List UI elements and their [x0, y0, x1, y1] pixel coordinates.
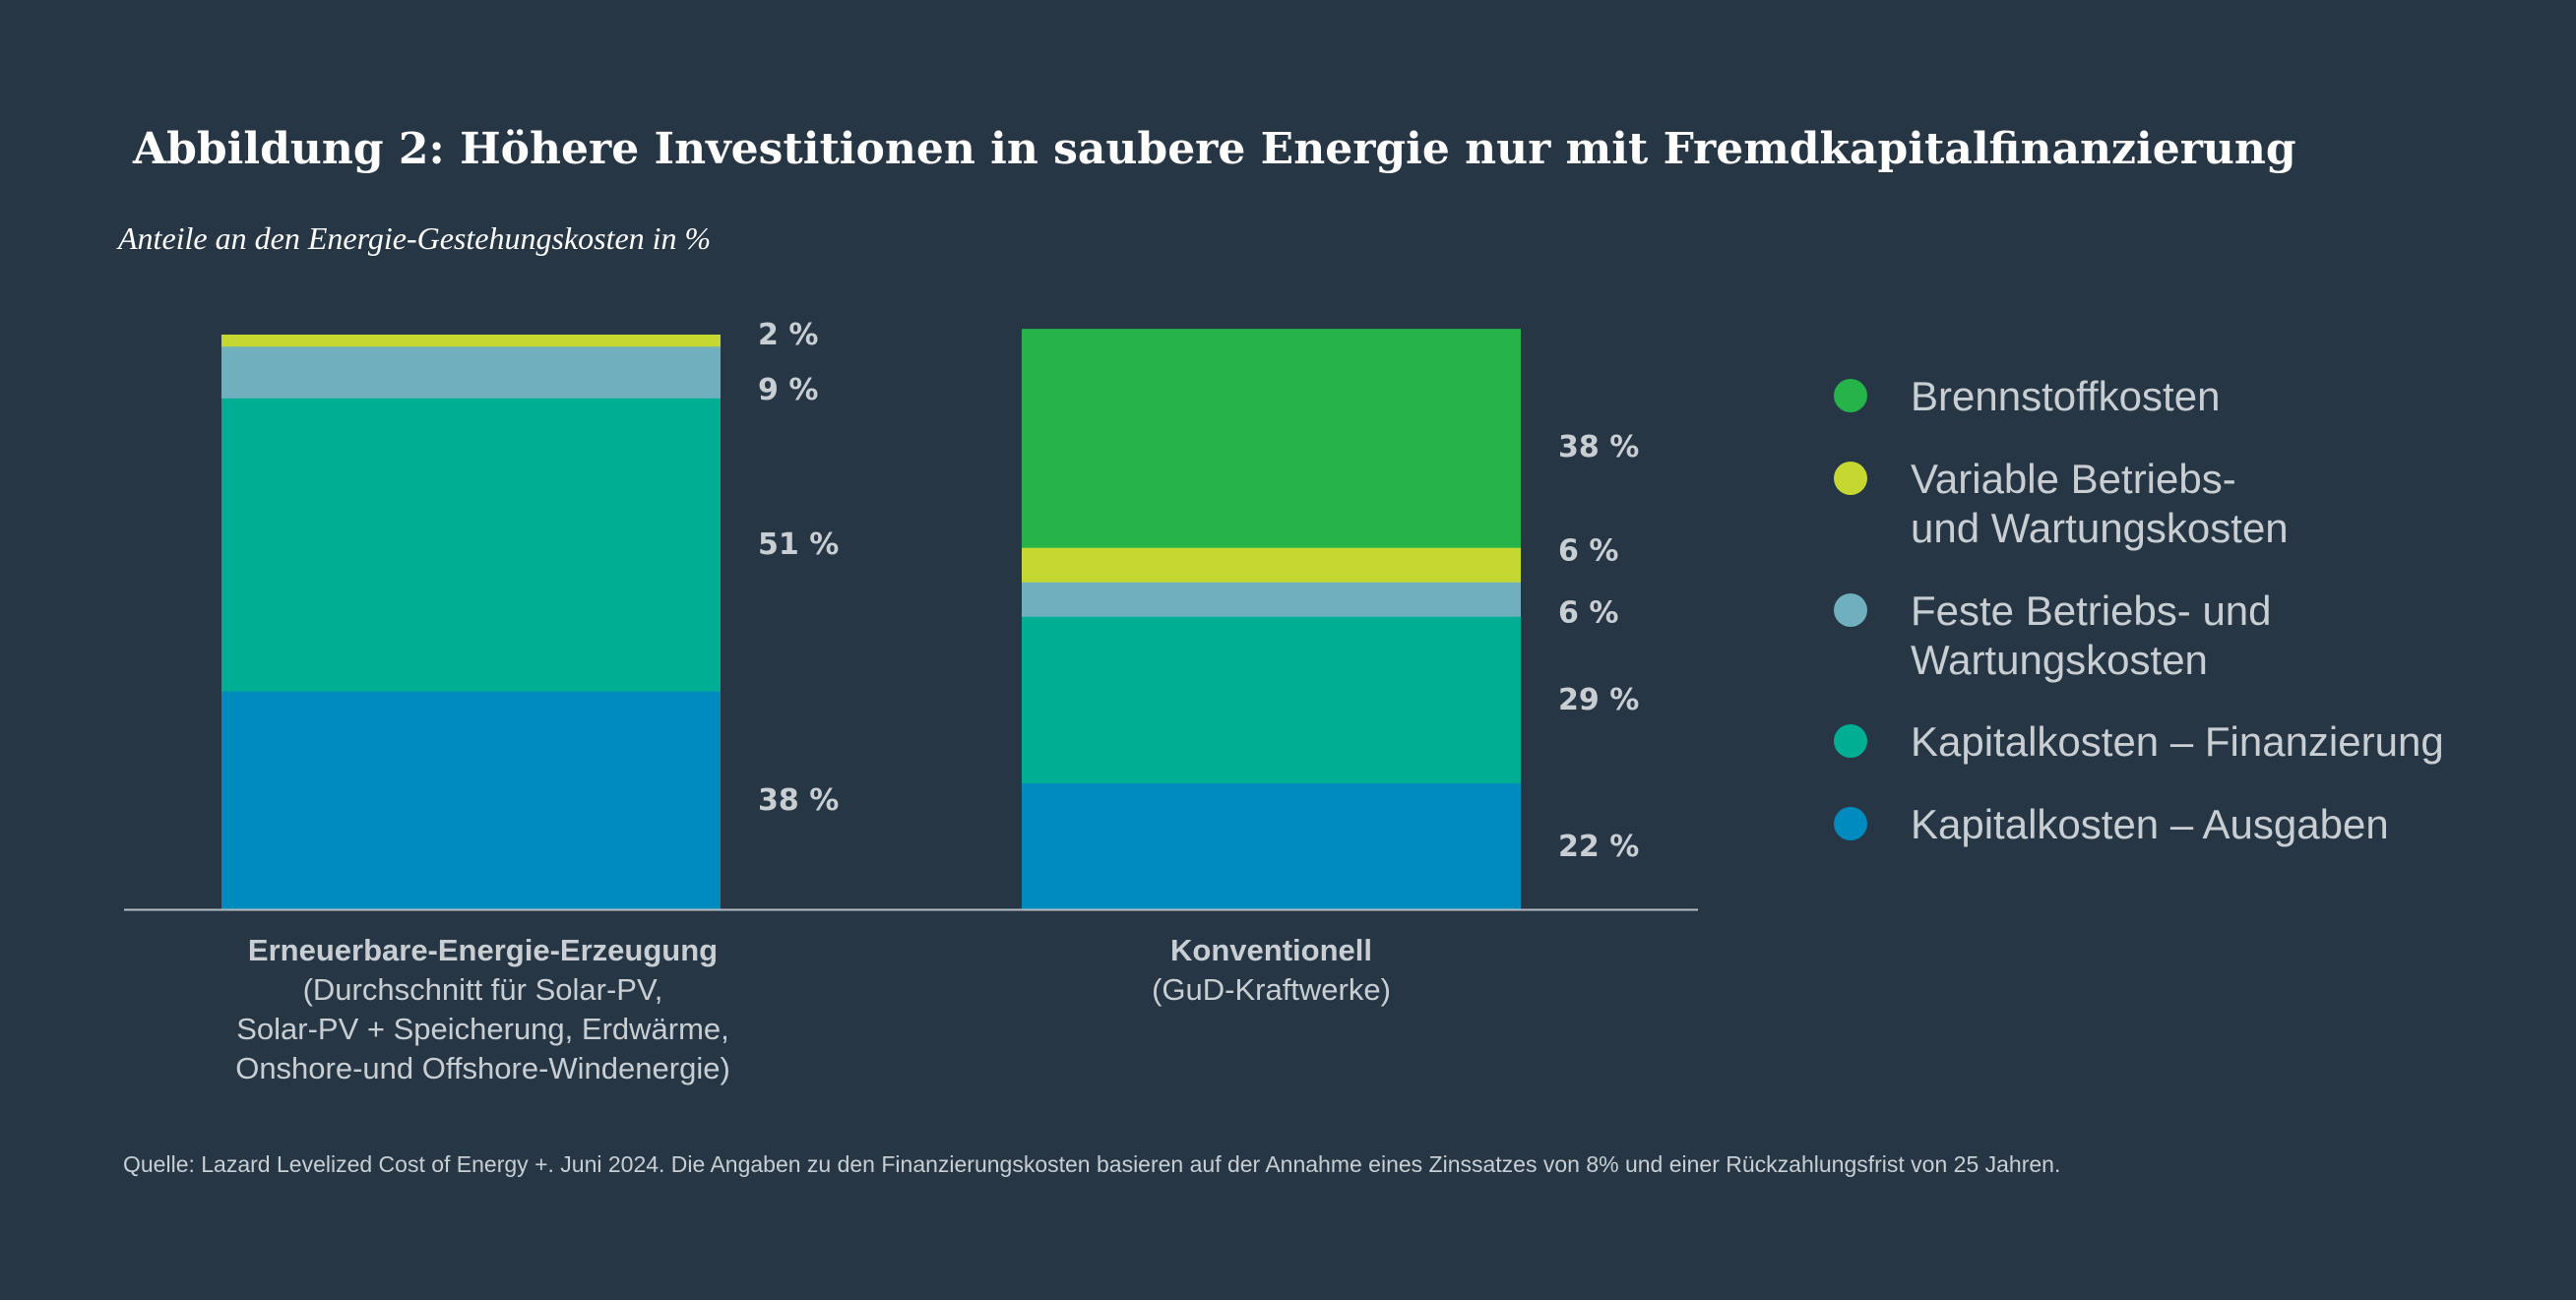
bar-segment — [1022, 782, 1521, 910]
category-sublabel: (Durchschnitt für Solar-PV, — [303, 972, 663, 1007]
legend-swatch — [1834, 724, 1867, 758]
data-label: 6 % — [1558, 534, 1618, 569]
data-label: 38 % — [758, 783, 839, 818]
data-label: 38 % — [1558, 430, 1639, 464]
legend-swatch — [1834, 807, 1867, 840]
bar-segment — [221, 691, 721, 910]
category-label: Erneuerbare-Energie-Erzeugung — [248, 933, 718, 967]
category-label: Konventionell — [1170, 933, 1372, 967]
data-label: 22 % — [1558, 830, 1639, 864]
category-sublabel: (GuD-Kraftwerke) — [1152, 972, 1391, 1007]
bar-segment — [1022, 547, 1521, 583]
bar-segment — [1022, 329, 1521, 548]
data-label: 29 % — [1558, 683, 1639, 717]
data-label: 6 % — [1558, 596, 1618, 631]
legend: Brennstoffkosten Variable Betriebs-und Wa… — [1834, 373, 2444, 847]
chart-subtitle: Anteile an den Energie-Gestehungskosten … — [116, 220, 711, 256]
legend-label: Brennstoffkosten — [1911, 373, 2220, 419]
bars-group: 38 % 51 % 9 % 2 % 22 % 29 % 6 % 6 % 38 % — [221, 318, 1639, 910]
legend-swatch — [1834, 593, 1867, 627]
chart-title: Abbildung 2: Höhere Investitionen in sau… — [132, 124, 2296, 174]
data-label: 2 % — [758, 318, 818, 352]
legend-label: Feste Betriebs- und — [1911, 588, 2272, 634]
legend-label: und Wartungskosten — [1911, 505, 2289, 551]
data-label: 9 % — [758, 373, 818, 407]
legend-swatch — [1834, 379, 1867, 412]
bar-segment — [1022, 582, 1521, 617]
source-note: Quelle: Lazard Levelized Cost of Energy … — [123, 1151, 2060, 1177]
legend-label: Kapitalkosten – Finanzierung — [1911, 718, 2444, 765]
category-sublabel: Solar-PV + Speicherung, Erdwärme, — [236, 1012, 729, 1046]
legend-label: Variable Betriebs- — [1911, 456, 2236, 502]
category-sublabel: Onshore-und Offshore-Windenergie) — [235, 1051, 730, 1085]
data-label: 51 % — [758, 527, 839, 562]
legend-label: Kapitalkosten – Ausgaben — [1911, 801, 2389, 847]
bar-segment — [221, 345, 721, 399]
legend-label: Wartungskosten — [1911, 637, 2208, 683]
legend-swatch — [1834, 462, 1867, 495]
category-labels: Erneuerbare-Energie-Erzeugung (Durchschni… — [235, 933, 1391, 1085]
bar-segment — [221, 335, 721, 347]
bar-segment — [221, 398, 721, 692]
bar-segment — [1022, 616, 1521, 784]
